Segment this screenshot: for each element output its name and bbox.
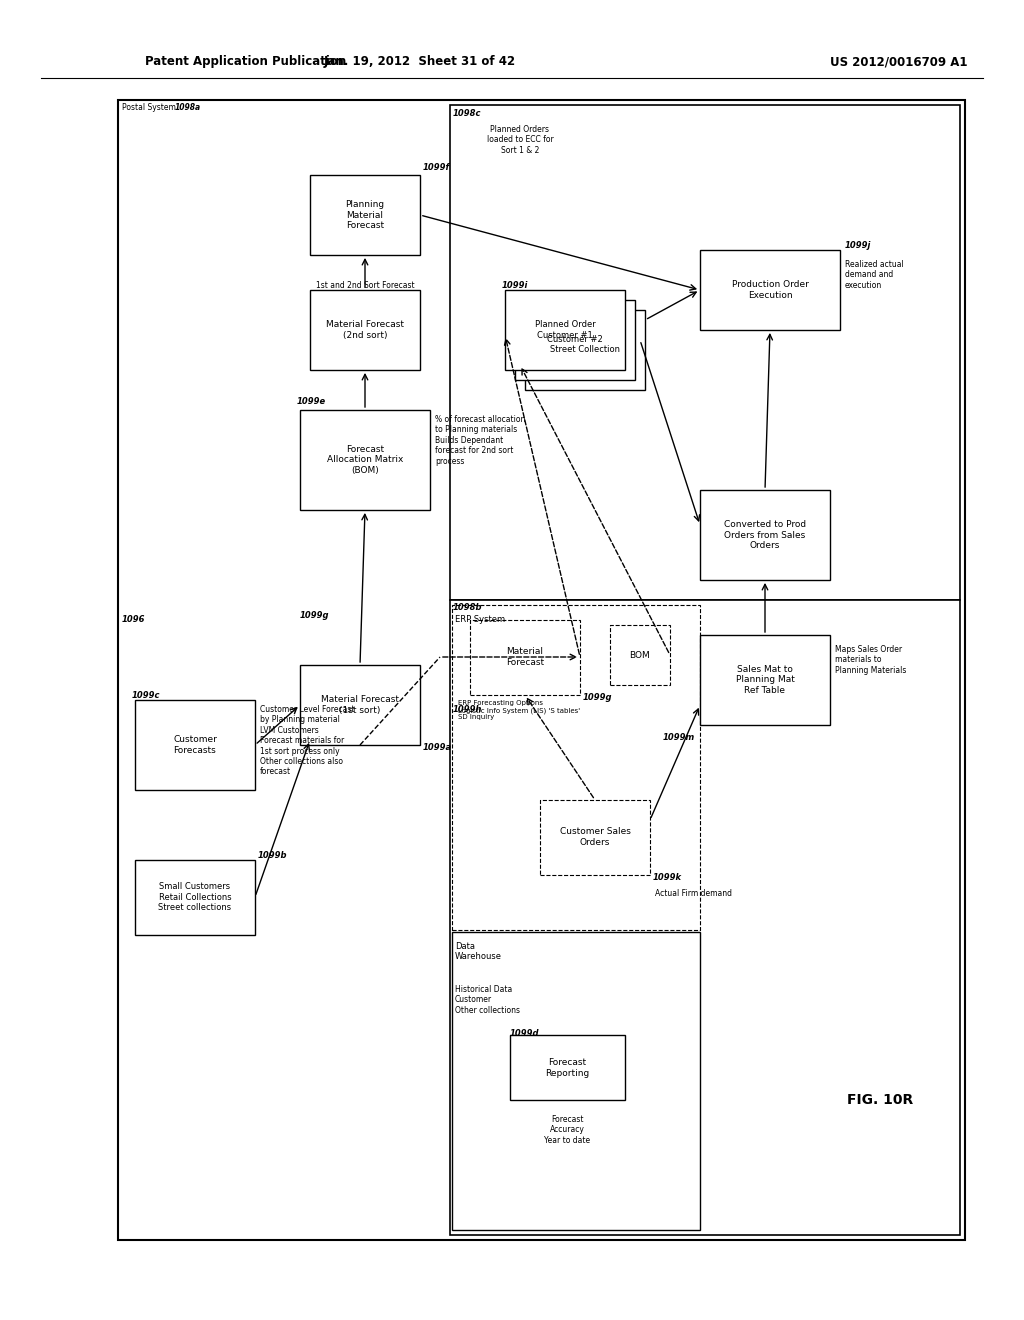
Text: Converted to Prod
Orders from Sales
Orders: Converted to Prod Orders from Sales Orde… — [724, 520, 806, 550]
Text: 1098b: 1098b — [453, 603, 482, 612]
Text: 1099b: 1099b — [258, 850, 288, 859]
Text: Historical Data
Customer
Other collections: Historical Data Customer Other collectio… — [455, 985, 520, 1015]
Text: Material Forecast
(2nd sort): Material Forecast (2nd sort) — [326, 321, 404, 339]
Text: Forecast
Allocation Matrix
(BOM): Forecast Allocation Matrix (BOM) — [327, 445, 403, 475]
Bar — [310, 176, 420, 255]
Bar — [450, 601, 961, 1236]
Text: Patent Application Publication: Patent Application Publication — [145, 55, 346, 69]
Bar — [300, 411, 430, 510]
Bar — [700, 249, 840, 330]
Text: Customer Level Forecast
by Planning material
LVM Customers
Forecast materials fo: Customer Level Forecast by Planning mate… — [260, 705, 354, 776]
Text: Forecast
Accuracy
Year to date: Forecast Accuracy Year to date — [544, 1115, 590, 1144]
Bar — [135, 700, 255, 789]
Text: Planning
Material
Forecast: Planning Material Forecast — [345, 201, 385, 230]
Text: 1099j: 1099j — [845, 240, 871, 249]
Text: FIG. 10R: FIG. 10R — [847, 1093, 913, 1107]
Text: 1099f: 1099f — [423, 162, 451, 172]
Bar — [540, 800, 650, 875]
Text: Planned Order
Customer #1: Planned Order Customer #1 — [535, 321, 595, 339]
Text: Jan. 19, 2012  Sheet 31 of 42: Jan. 19, 2012 Sheet 31 of 42 — [324, 55, 516, 69]
Bar — [510, 1035, 625, 1100]
Text: ERP Forecasting Options
Logistic Info System (LIS) 'S tables'
SD Inquiry: ERP Forecasting Options Logistic Info Sy… — [458, 700, 581, 721]
Bar — [610, 624, 670, 685]
Text: Customer #2: Customer #2 — [547, 335, 603, 345]
Text: Small Customers
Retail Collections
Street collections: Small Customers Retail Collections Stree… — [159, 882, 231, 912]
Bar — [310, 290, 420, 370]
Text: 1099g: 1099g — [300, 610, 330, 619]
Text: 1099m: 1099m — [663, 733, 695, 742]
Bar — [505, 290, 625, 370]
Text: Postal System: Postal System — [122, 103, 180, 112]
Text: Material
Forecast: Material Forecast — [506, 647, 544, 667]
Text: Actual Firm demand: Actual Firm demand — [655, 888, 732, 898]
Bar — [525, 310, 645, 389]
Text: 1099a: 1099a — [423, 743, 453, 752]
Text: 1096: 1096 — [122, 615, 145, 624]
Text: Planned Orders
loaded to ECC for
Sort 1 & 2: Planned Orders loaded to ECC for Sort 1 … — [486, 125, 553, 154]
Text: % of forecast allocation
to Planning materials
Builds Dependant
forecast for 2nd: % of forecast allocation to Planning mat… — [435, 414, 525, 466]
Text: Customer
Forecasts: Customer Forecasts — [173, 735, 217, 755]
Text: 1099d: 1099d — [510, 1028, 540, 1038]
Text: Realized actual
demand and
execution: Realized actual demand and execution — [845, 260, 904, 290]
Bar — [300, 665, 420, 744]
Bar — [118, 100, 965, 1239]
Text: Data
Warehouse: Data Warehouse — [455, 942, 502, 961]
Text: Forecast
Reporting: Forecast Reporting — [545, 1059, 589, 1077]
Text: US 2012/0016709 A1: US 2012/0016709 A1 — [830, 55, 968, 69]
Bar — [470, 620, 580, 696]
Text: BOM: BOM — [630, 651, 650, 660]
Text: Maps Sales Order
materials to
Planning Materials: Maps Sales Order materials to Planning M… — [835, 645, 906, 675]
Text: 1099g: 1099g — [583, 693, 612, 702]
Text: Production Order
Execution: Production Order Execution — [731, 280, 808, 300]
Text: 1099h: 1099h — [453, 705, 482, 714]
Text: 1st and 2nd Sort Forecast: 1st and 2nd Sort Forecast — [315, 281, 415, 289]
Text: 1098a: 1098a — [175, 103, 201, 112]
Bar — [452, 932, 700, 1230]
Text: Street Collection: Street Collection — [550, 346, 620, 355]
Text: 1098c: 1098c — [453, 108, 481, 117]
Text: ERP System: ERP System — [455, 615, 505, 624]
Bar — [700, 490, 830, 579]
Text: 1099k: 1099k — [653, 874, 682, 883]
Text: 1099c: 1099c — [132, 690, 161, 700]
Text: 1099e: 1099e — [297, 397, 326, 407]
Text: Sales Mat to
Planning Mat
Ref Table: Sales Mat to Planning Mat Ref Table — [735, 665, 795, 694]
Bar — [452, 605, 700, 931]
Bar — [700, 635, 830, 725]
Text: Customer Sales
Orders: Customer Sales Orders — [559, 828, 631, 846]
Bar — [450, 106, 961, 601]
Text: 1099i: 1099i — [502, 281, 528, 289]
Text: Material Forecast
(1st sort): Material Forecast (1st sort) — [321, 696, 399, 714]
Bar — [515, 300, 635, 380]
Bar — [135, 861, 255, 935]
